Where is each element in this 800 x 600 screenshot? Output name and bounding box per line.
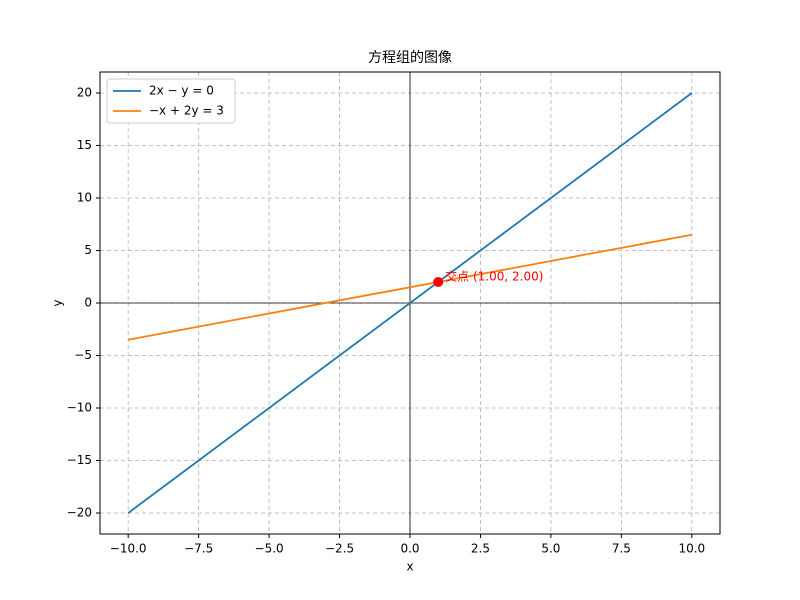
y-tick-label: −5	[74, 348, 92, 362]
y-tick-label: 20	[77, 86, 92, 100]
y-tick-label: −10	[67, 401, 92, 415]
legend-box	[106, 78, 236, 124]
y-tick-label: 10	[77, 191, 92, 205]
x-tick-label: −2.5	[325, 542, 354, 556]
x-tick-label: −7.5	[184, 542, 213, 556]
series-line	[127, 92, 693, 514]
x-tick-label: 2.5	[471, 542, 490, 556]
y-tick-label: 5	[84, 243, 92, 257]
y-tick-label: 15	[77, 138, 92, 152]
legend-label: 2x − y = 0	[149, 84, 214, 98]
point-annotation: 交点 (1.00, 2.00)	[445, 269, 543, 284]
y-axis-label: y	[51, 299, 65, 306]
intersection-point	[433, 277, 444, 287]
x-tick-label: −10.0	[110, 542, 147, 556]
x-tick-label: 10.0	[678, 542, 705, 556]
chart-title: 方程组的图像	[368, 50, 452, 66]
y-tick-label: −15	[67, 453, 92, 467]
x-axis-label: x	[406, 560, 413, 574]
x-tick-label: −5.0	[255, 542, 284, 556]
legend: 2x − y = 0 −x + 2y = 3	[106, 78, 236, 124]
series-line	[128, 233, 692, 341]
y-tick-label: −20	[67, 506, 92, 520]
legend-label: −x + 2y = 3	[149, 104, 224, 118]
x-tick-label: 5.0	[541, 542, 560, 556]
y-tick-label: 0	[84, 296, 92, 310]
x-tick-label: 0.0	[400, 542, 419, 556]
x-tick-label: 7.5	[612, 542, 631, 556]
plot-frame	[99, 71, 721, 535]
